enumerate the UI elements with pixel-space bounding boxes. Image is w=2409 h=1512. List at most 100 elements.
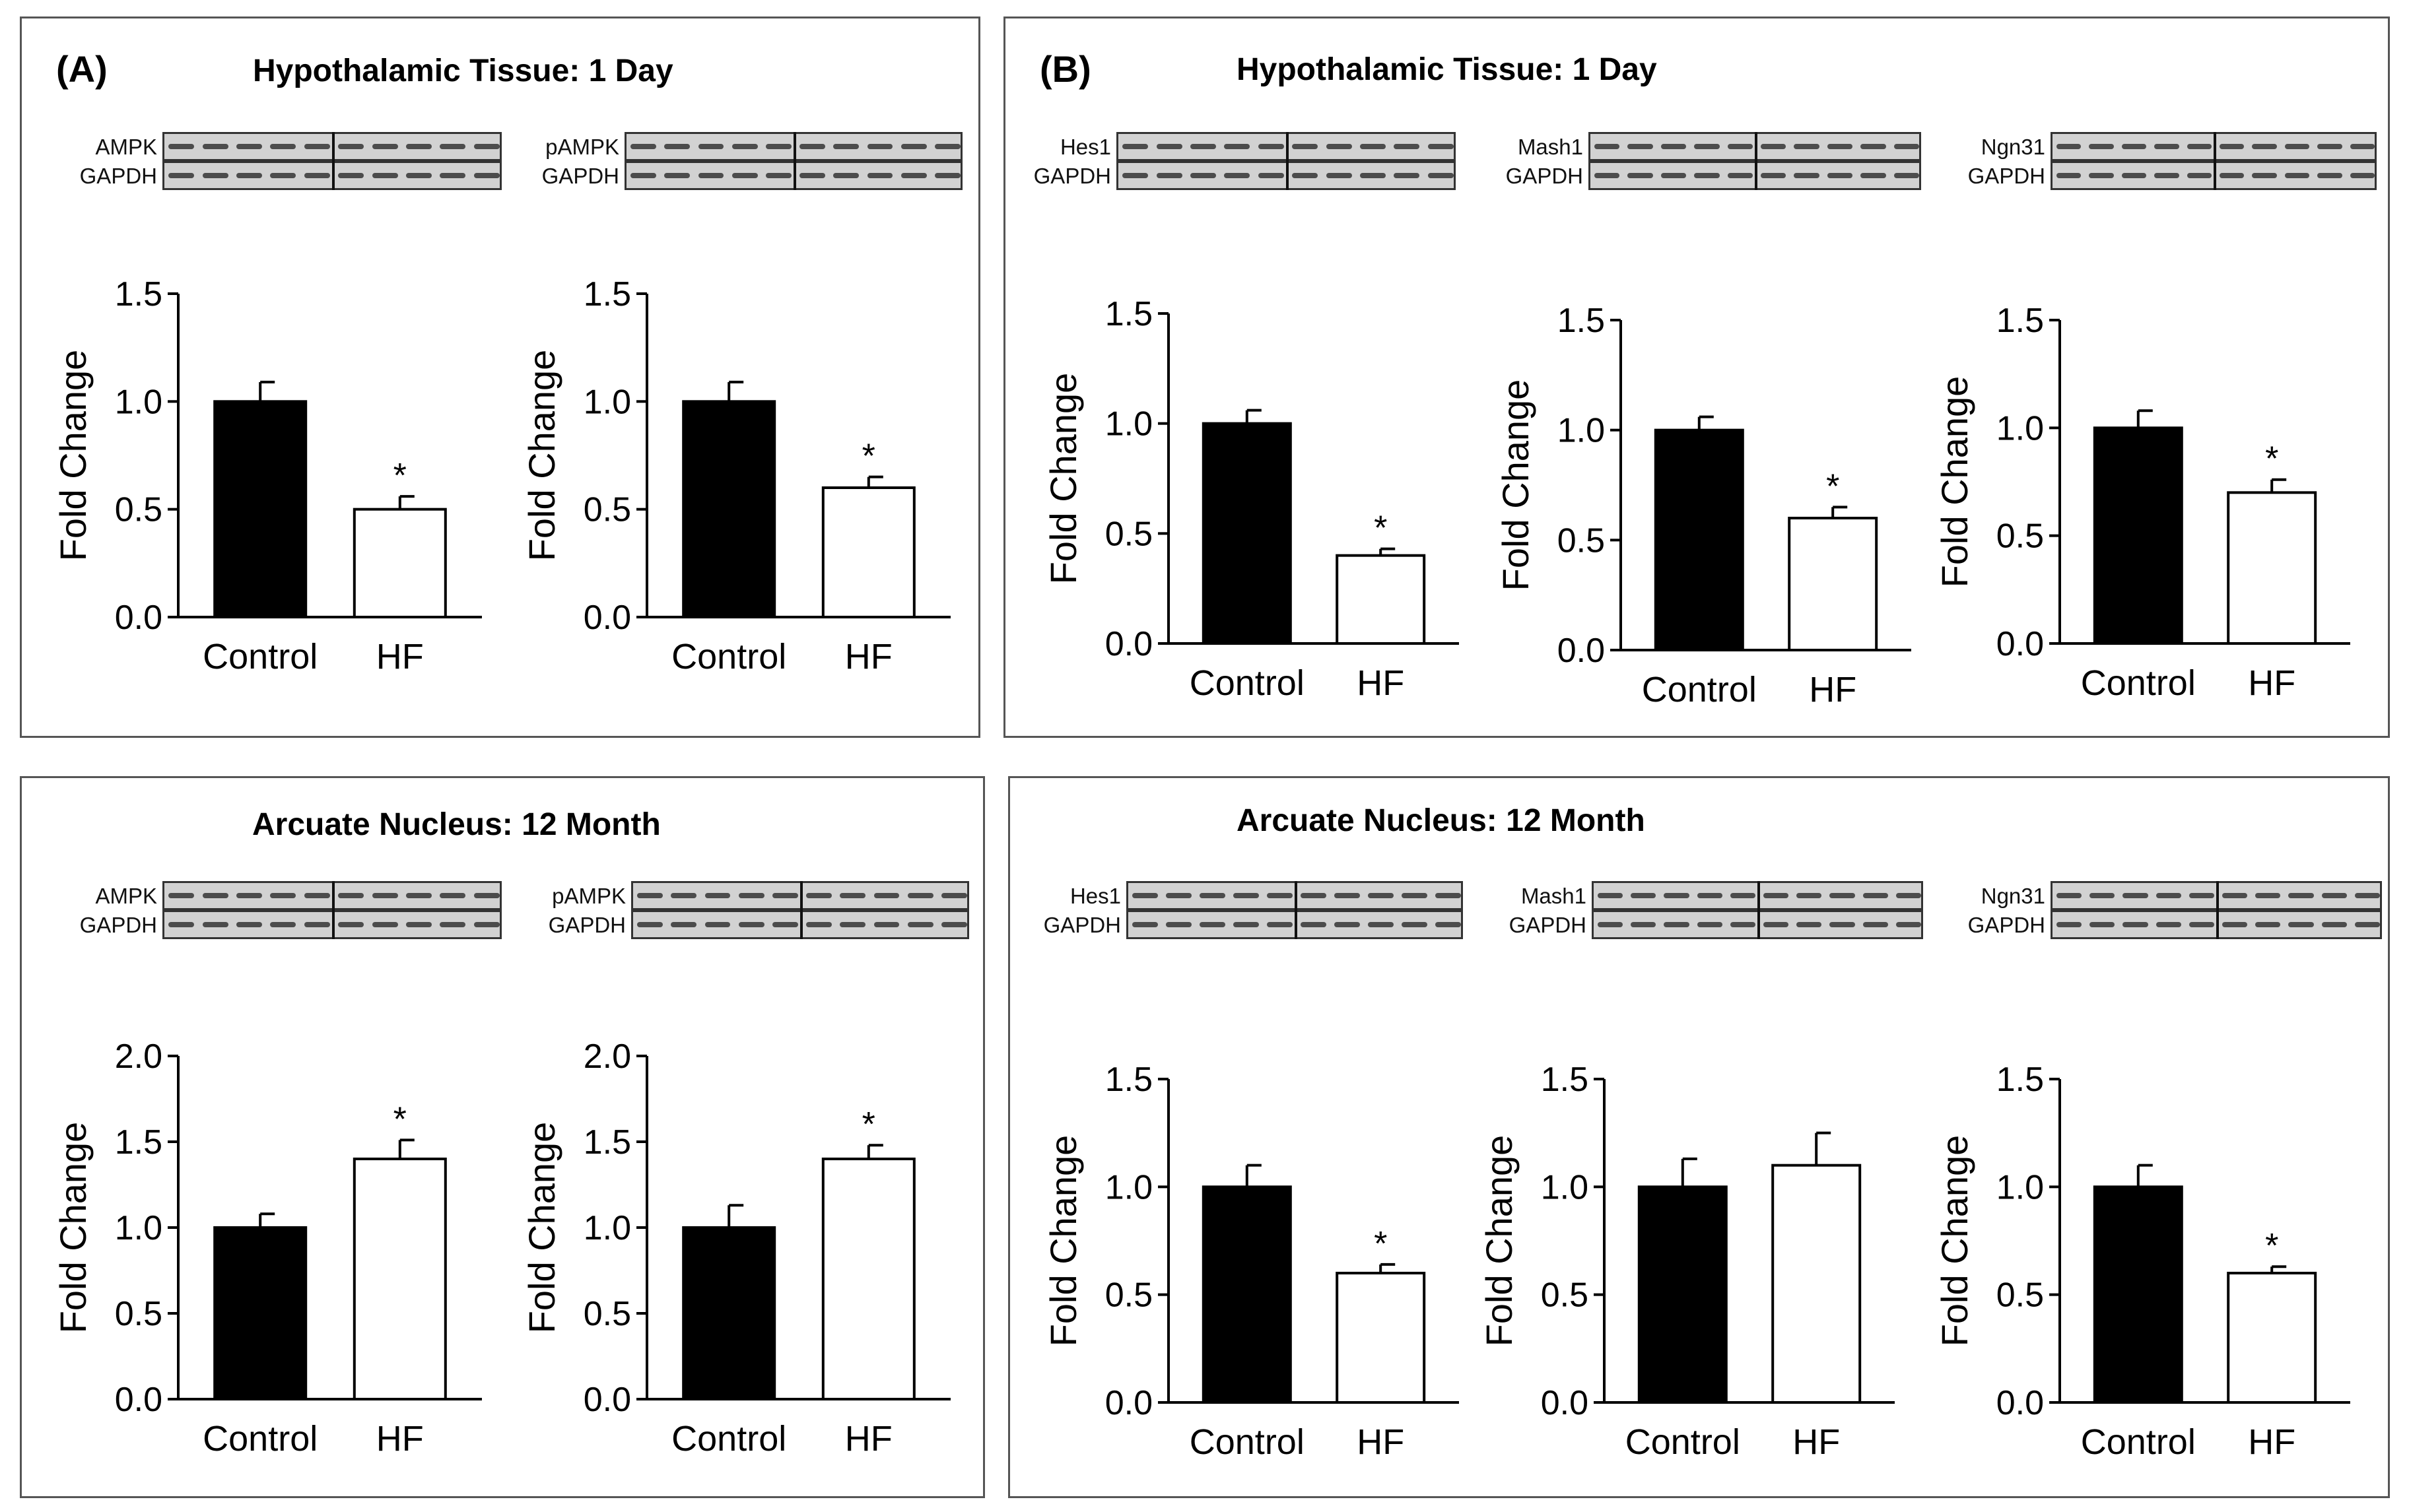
x-tick-label: Control: [671, 1419, 786, 1459]
blot-divider: [1286, 132, 1289, 190]
y-tick-label: 0.5: [584, 491, 631, 529]
y-tick-label: 0.0: [584, 599, 631, 637]
y-tick-label: 2.0: [584, 1037, 631, 1076]
blot-band: [1627, 173, 1653, 178]
y-tick-label: 0.5: [115, 491, 162, 529]
blot-band: [1829, 922, 1855, 927]
blot-label-target: Hes1: [1060, 135, 1111, 159]
bar-control: [1637, 1185, 1728, 1404]
blot-band: [2252, 144, 2277, 149]
blot-band: [731, 173, 758, 178]
y-tick-label: 2.0: [115, 1037, 162, 1076]
blot-divider: [1295, 881, 1297, 939]
blot-band: [1156, 173, 1182, 178]
y-tick-label: 1.0: [1996, 1168, 2044, 1206]
significance-marker: *: [1374, 1225, 1387, 1263]
blot-band: [202, 893, 228, 898]
blot-divider: [2216, 881, 2219, 939]
blot-label-control: GAPDH: [1509, 913, 1586, 937]
significance-marker: *: [1374, 509, 1387, 548]
blot-band: [2255, 922, 2281, 927]
y-tick-label: 1.5: [1105, 1061, 1153, 1099]
y-axis-label: Fold Change: [52, 1122, 94, 1334]
blot-band: [2284, 144, 2310, 149]
bar-control: [1654, 428, 1744, 652]
blot-band: [440, 893, 466, 898]
blot-b2: Mash1 GAPDH: [1484, 132, 1921, 190]
bar-hf: [1771, 1164, 1862, 1404]
bar-hf: [353, 508, 447, 618]
blot-band: [1267, 893, 1293, 898]
blot-band: [473, 144, 500, 149]
chart-d2: 0.0 0.5 1.0 1.5 Fold Change Control HF: [1478, 1061, 1895, 1462]
y-tick-label: 1.0: [584, 383, 631, 421]
chart-b1: 0.0 0.5 1.0 1.5 Fold Change Control * HF: [1042, 295, 1459, 703]
blot-divider: [794, 132, 796, 190]
blot-band: [738, 893, 764, 898]
x-tick-label: Control: [1625, 1422, 1740, 1462]
blot-band: [2121, 173, 2147, 178]
blot-band: [1598, 893, 1623, 898]
x-tick-label: HF: [845, 1419, 893, 1459]
x-tick-label: Control: [1190, 1422, 1305, 1462]
blot-band: [806, 893, 832, 898]
chart-d1: 0.0 0.5 1.0 1.5 Fold Change Control * HF: [1042, 1061, 1459, 1462]
bar-control: [1202, 1185, 1292, 1404]
x-tick-label: Control: [203, 1419, 318, 1459]
blot-band: [1893, 173, 1919, 178]
blot-band: [1697, 922, 1722, 927]
blot-band: [867, 173, 893, 178]
blot-band: [1200, 922, 1225, 927]
blot-band: [405, 173, 432, 178]
blot-band: [2321, 922, 2347, 927]
blot-band: [1435, 893, 1461, 898]
blot-band: [2121, 144, 2147, 149]
panel-title-b-bottom: Arcuate Nucleus: 12 Month: [1237, 803, 1645, 838]
y-tick-label: 1.0: [1105, 1168, 1153, 1206]
blot-band: [873, 922, 900, 927]
blot-divider: [332, 881, 335, 939]
blot-label-control: GAPDH: [1505, 164, 1583, 188]
blot-band: [1267, 922, 1293, 927]
blot-label-target: AMPK: [95, 884, 157, 908]
blot-band: [1829, 893, 1855, 898]
blot-band: [2056, 922, 2082, 927]
blot-band: [941, 922, 967, 927]
blot-band: [2122, 922, 2148, 927]
blot-band: [840, 922, 866, 927]
blot-band: [338, 893, 364, 898]
y-tick-label: 0.5: [1996, 1276, 2044, 1315]
blot-band: [1730, 893, 1755, 898]
x-tick-label: HF: [1357, 1422, 1404, 1462]
blot-band: [1368, 893, 1394, 898]
y-tick-label: 0.0: [1105, 1384, 1153, 1422]
blot-band: [1334, 893, 1360, 898]
blot-band: [1224, 144, 1250, 149]
blot-band: [304, 893, 330, 898]
y-tick-label: 1.0: [115, 383, 162, 421]
blot-band: [1694, 144, 1720, 149]
y-tick-label: 0.0: [1557, 632, 1605, 670]
bar-control: [682, 1226, 776, 1400]
blot-band: [704, 893, 731, 898]
blot-band: [2056, 173, 2082, 178]
blot-band: [1402, 922, 1427, 927]
blot-band: [1156, 144, 1182, 149]
blot-divider: [1757, 881, 1760, 939]
significance-marker: *: [862, 1105, 875, 1144]
blot-band: [236, 893, 263, 898]
blot-band: [2219, 144, 2245, 149]
x-tick-label: HF: [2248, 663, 2295, 703]
x-tick-label: Control: [671, 637, 786, 676]
y-tick-label: 0.0: [1541, 1384, 1588, 1422]
y-axis-label: Fold Change: [1495, 379, 1536, 591]
y-tick-label: 0.0: [115, 599, 162, 637]
bar-hf: [353, 1158, 447, 1400]
blot-band: [2317, 144, 2342, 149]
blot-band: [372, 144, 398, 149]
blot-band: [698, 144, 724, 149]
significance-marker: *: [2265, 440, 2278, 478]
blot-band: [2284, 173, 2310, 178]
blot-band: [236, 922, 263, 927]
blot-band: [1292, 173, 1318, 178]
